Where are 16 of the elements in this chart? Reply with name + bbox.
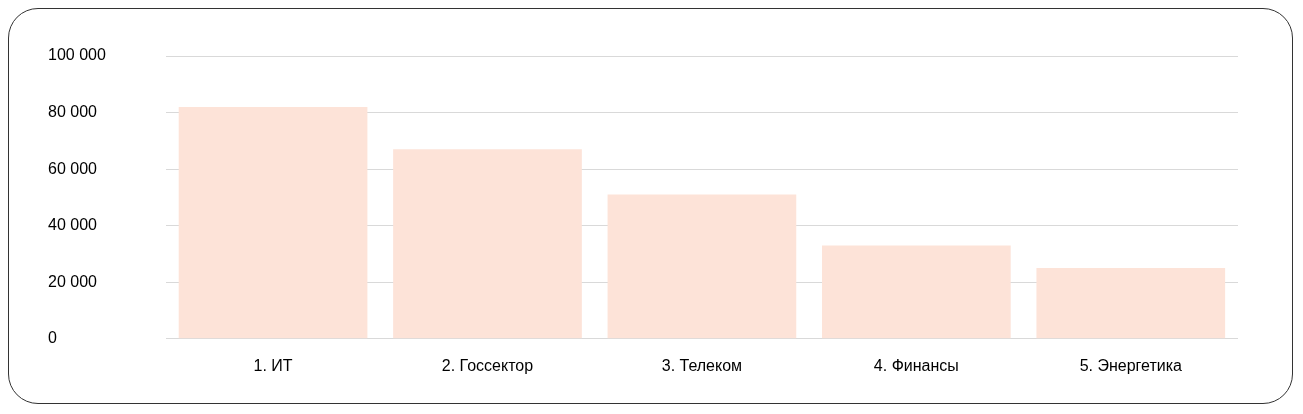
y-tick-label: 40 000 (48, 216, 98, 234)
bar (1036, 268, 1226, 339)
x-tick-label: 2. Госсектор (441, 356, 534, 374)
y-tick-label: 80 000 (48, 102, 98, 120)
bar (393, 149, 582, 339)
x-tick-label: 1. ИТ (253, 356, 293, 374)
y-tick-label: 20 000 (48, 272, 98, 290)
y-tick-label: 0 (48, 329, 57, 347)
x-tick-label: 5. Энергетика (1079, 356, 1183, 374)
x-tick-label: 3. Телеком (661, 356, 743, 374)
bar (178, 106, 368, 339)
y-tick-label: 60 000 (48, 159, 98, 177)
bar (607, 194, 797, 339)
x-tick-label: 4. Финансы (873, 356, 959, 374)
bar (822, 245, 1011, 339)
y-tick-label: 100 000 (48, 46, 106, 64)
